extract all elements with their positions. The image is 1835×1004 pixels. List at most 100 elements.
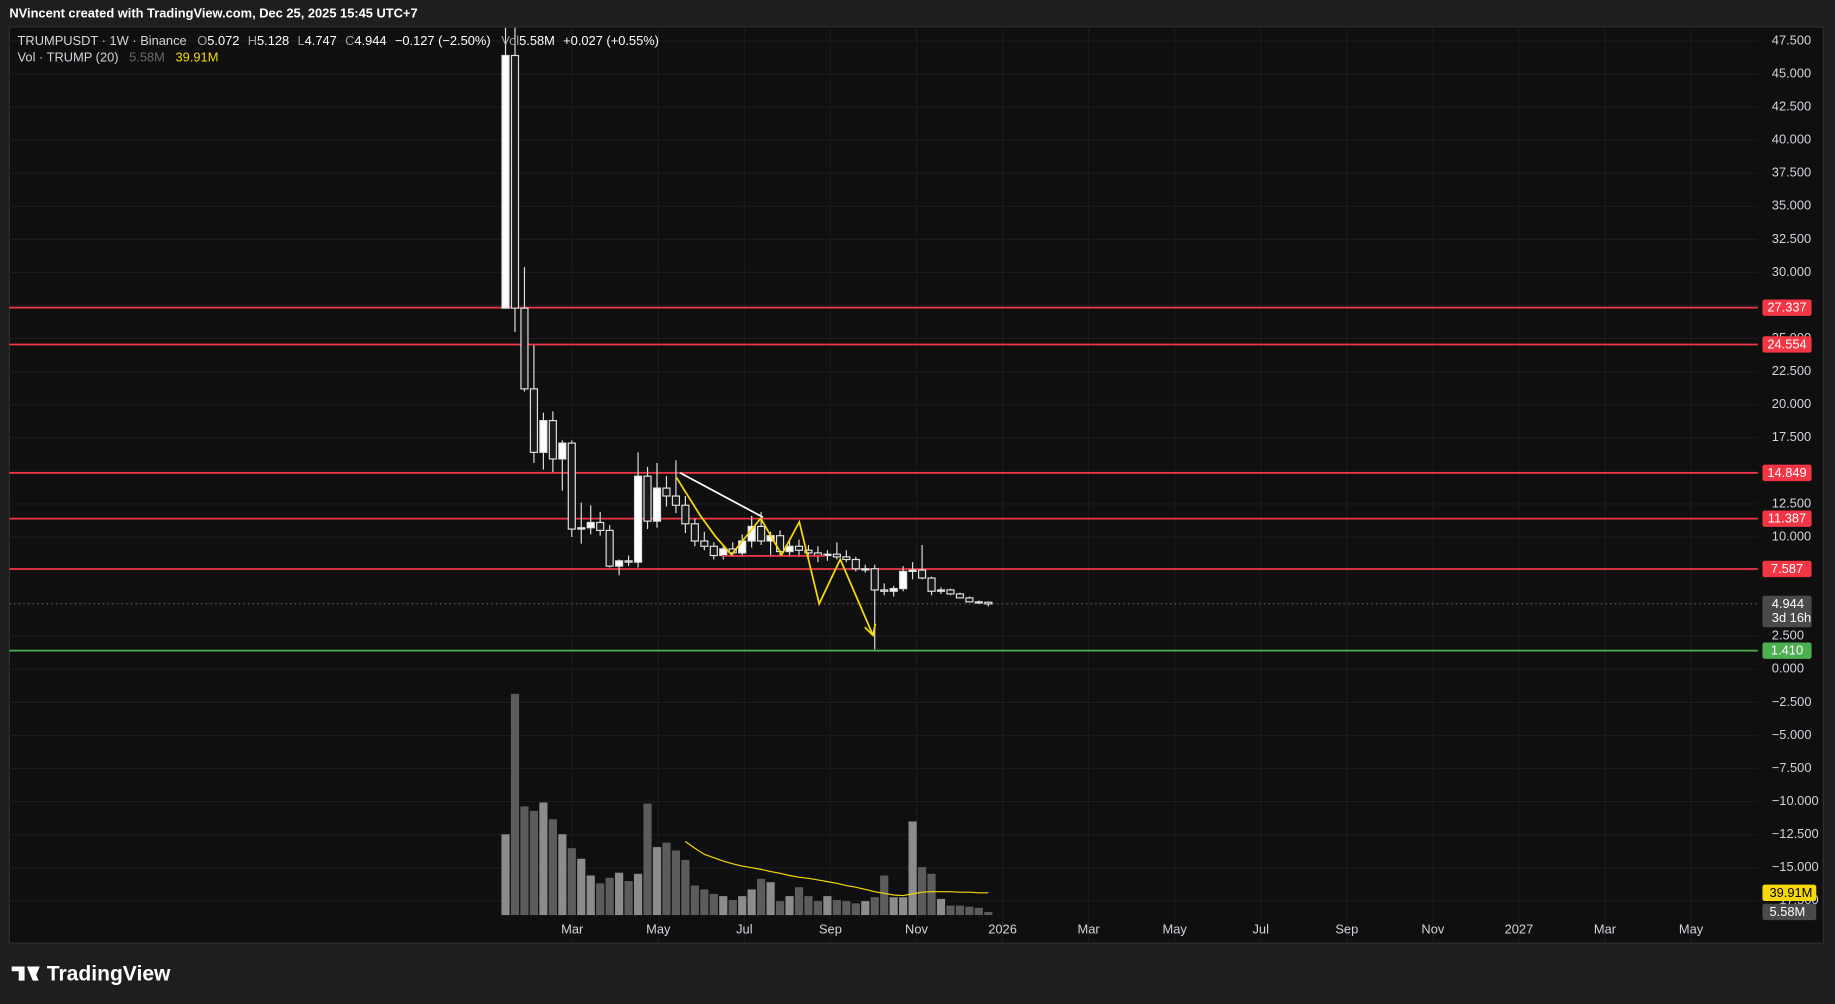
- volume-bar: [728, 900, 737, 916]
- candle-body: [709, 545, 718, 557]
- y-tick-label: 10.000: [1772, 528, 1811, 543]
- candle-body: [832, 553, 841, 558]
- candle-body: [917, 569, 927, 579]
- volume-bar: [889, 897, 898, 916]
- y-tick-label: 12.500: [1772, 495, 1811, 510]
- volume-bar: [738, 896, 747, 916]
- y-tick-label: 42.500: [1772, 98, 1811, 113]
- volume-bar: [813, 901, 823, 916]
- candle-body: [700, 540, 709, 547]
- grid: [9, 26, 1758, 944]
- last-price-label: 4.944: [1772, 596, 1804, 611]
- level-tag-label: 1.410: [1771, 643, 1803, 658]
- volume-bar: [633, 873, 643, 916]
- y-tick-label: 32.500: [1772, 231, 1811, 246]
- volume-bar: [766, 882, 775, 916]
- legend-volume: Vol · TRUMP (20) 5.58M 39.91M: [18, 50, 219, 65]
- value: 4.747: [305, 34, 337, 49]
- y-tick-label: −2.500: [1772, 694, 1812, 709]
- volume-bar: [870, 897, 879, 916]
- candle-body: [738, 540, 747, 554]
- candle-body: [927, 577, 936, 592]
- x-tick-label: Mar: [561, 922, 584, 937]
- volume-bar: [775, 901, 785, 916]
- volume-bar: [965, 906, 974, 916]
- volume-bar: [880, 875, 889, 916]
- candle-body: [510, 54, 520, 309]
- volume-bar: [558, 834, 567, 916]
- x-tick-label: 2027: [1505, 922, 1534, 937]
- brand-name: TradingView: [47, 962, 171, 985]
- label: C: [345, 34, 354, 49]
- candle-body: [880, 589, 889, 592]
- candle-body: [633, 475, 643, 563]
- label: Vol · TRUMP (20): [18, 50, 119, 65]
- candle-body: [965, 597, 974, 603]
- candle-body: [936, 589, 946, 592]
- y-tick-label: 17.500: [1772, 429, 1811, 444]
- candle-body: [908, 569, 917, 573]
- volume-bar: [671, 850, 681, 916]
- volume-bar: [955, 905, 965, 916]
- level-tag-label: 14.849: [1767, 465, 1806, 480]
- volume-bar: [520, 806, 529, 916]
- label: Vol: [501, 34, 519, 49]
- x-tick-label: May: [646, 922, 671, 937]
- volume-bar: [974, 907, 983, 916]
- volume-ma-line: [685, 841, 989, 897]
- x-tick-label: Jul: [1253, 922, 1269, 937]
- candle-body: [577, 527, 586, 530]
- volume-bar: [652, 847, 662, 916]
- y-tick-label: 22.500: [1772, 363, 1811, 378]
- y-tick-label: 45.000: [1772, 65, 1811, 80]
- y-tick-label: 2.500: [1772, 628, 1804, 643]
- x-tick-label: 2026: [988, 922, 1017, 937]
- volume-bar: [586, 875, 595, 916]
- level-tag-label: 7.587: [1771, 561, 1803, 576]
- volume-bar: [539, 802, 548, 916]
- x-tick-label: Mar: [1594, 922, 1617, 937]
- candle-body: [946, 589, 955, 595]
- volume-bar: [681, 859, 690, 916]
- volume-tag: [1762, 903, 1817, 921]
- y-tick-label: 30.000: [1772, 264, 1811, 279]
- value: 5.58M: [519, 34, 555, 49]
- candle-body: [889, 588, 898, 592]
- y-tick-label: 47.500: [1772, 32, 1811, 47]
- volume-bar: [861, 901, 870, 916]
- volume-bar: [719, 896, 728, 916]
- volume-bar: [567, 848, 576, 916]
- candle-body: [899, 570, 908, 590]
- y-tick-label: −15.000: [1772, 859, 1819, 874]
- candle-body: [851, 558, 860, 570]
- volume-bar: [747, 889, 756, 916]
- volume-bar: [984, 911, 993, 916]
- volume-bar: [794, 887, 804, 916]
- candle-body: [520, 307, 529, 390]
- x-tick-label: Nov: [1421, 922, 1444, 937]
- volume-bar: [615, 872, 624, 916]
- last-price-tag: [1762, 595, 1812, 628]
- trendline: [679, 471, 764, 518]
- volume-bar: [624, 881, 633, 916]
- candle-body: [539, 420, 548, 453]
- candle-body: [870, 568, 879, 591]
- credit: NVincent created with TradingView.com, D…: [9, 5, 417, 20]
- candle-body: [757, 525, 766, 542]
- y-tick-label: −12.500: [1772, 826, 1819, 841]
- candle-body: [662, 487, 671, 497]
- volume-bar: [596, 883, 605, 916]
- label: H: [248, 34, 257, 49]
- volume-bar: [804, 896, 813, 916]
- candle-body: [794, 545, 804, 551]
- volume-ma-tag-label: 39.91M: [1769, 885, 1812, 900]
- label: L: [297, 34, 304, 49]
- candle-body: [955, 593, 965, 599]
- level-tag-label: 24.554: [1767, 336, 1806, 351]
- volume-bar: [832, 900, 841, 916]
- candle-body: [984, 601, 993, 605]
- candle-body: [567, 442, 576, 530]
- candle-body: [861, 568, 870, 571]
- volume-bar: [548, 819, 557, 916]
